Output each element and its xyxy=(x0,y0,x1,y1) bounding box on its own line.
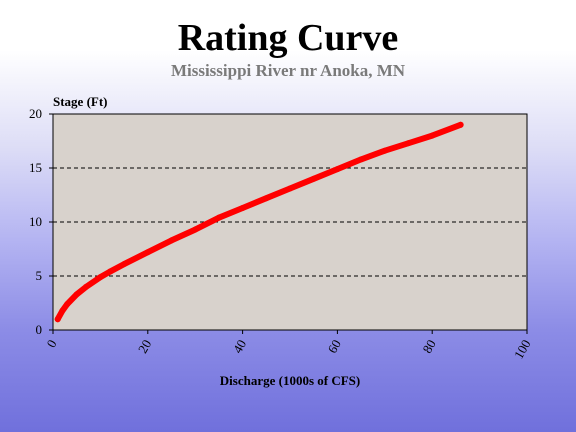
rating-curve-point xyxy=(106,268,113,275)
rating-curve-point xyxy=(54,316,61,323)
y-tick-label: 5 xyxy=(36,268,43,283)
y-tick-label: 15 xyxy=(29,160,42,175)
x-tick-label: 100 xyxy=(511,337,534,361)
gridlines xyxy=(53,167,527,277)
rating-curve-point xyxy=(381,147,388,154)
rating-curve-point xyxy=(73,291,80,298)
rating-curve-point xyxy=(405,140,412,147)
rating-curve-point xyxy=(59,307,66,314)
rating-curve-point xyxy=(215,214,222,221)
chart-subtitle: Mississippi River nr Anoka, MN xyxy=(170,61,406,80)
y-tick-label: 10 xyxy=(29,214,42,229)
x-tick-label: 80 xyxy=(419,337,438,356)
y-tick-label: 0 xyxy=(36,322,43,337)
rating-curve-point xyxy=(239,204,246,211)
rating-curve-line xyxy=(54,121,464,323)
x-tick-label: 20 xyxy=(135,337,154,356)
rating-curve-point xyxy=(144,249,151,256)
y-tick-label: 20 xyxy=(29,106,42,121)
rating-curve-point xyxy=(192,226,199,233)
x-axis-label: Discharge (1000s of CFS) xyxy=(220,373,360,388)
chart-title: Rating Curve xyxy=(177,17,399,59)
rating-curve-point xyxy=(263,195,270,202)
rating-curve-point xyxy=(358,156,365,163)
rating-curve-point xyxy=(97,274,104,281)
rating-curve-point xyxy=(168,237,175,244)
rating-curve-point xyxy=(457,121,464,128)
x-tick-label: 0 xyxy=(43,337,59,350)
y-axis-label: Stage (Ft) xyxy=(53,94,108,109)
series-layer xyxy=(54,121,464,323)
rating-curve-point xyxy=(334,166,341,173)
rating-curve-point xyxy=(287,185,293,192)
rating-curve-point xyxy=(429,132,436,139)
rating-curve-point xyxy=(64,301,71,308)
x-tick-label: 60 xyxy=(325,337,344,356)
rating-curve-point xyxy=(121,261,128,268)
rating-curve-point xyxy=(310,175,317,182)
axes xyxy=(49,113,528,334)
x-tick-label: 40 xyxy=(230,337,249,356)
rating-curve-point xyxy=(83,283,90,290)
